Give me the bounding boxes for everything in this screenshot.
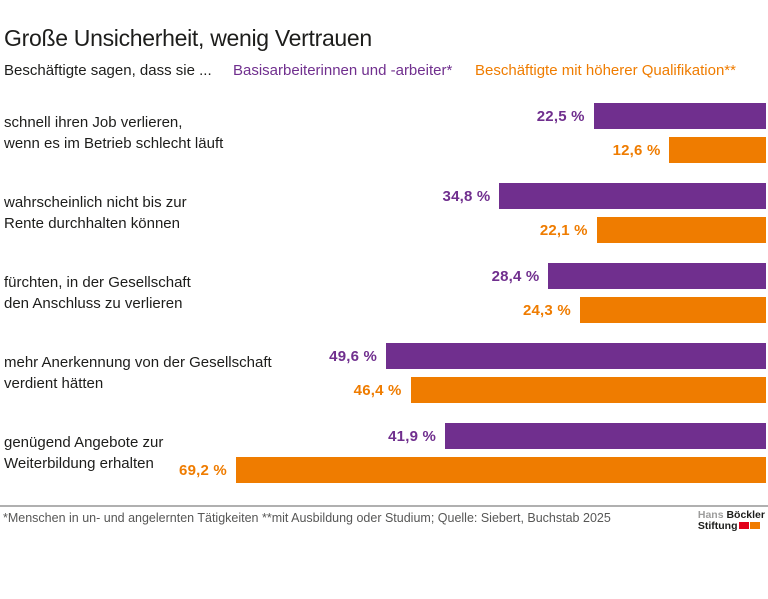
- bar-basisarbeiter: [499, 183, 766, 209]
- chart-group: mehr Anerkennung von der Gesellschaft ver…: [0, 343, 766, 403]
- bar-row-basisarbeiter: 41,9 %: [0, 423, 766, 449]
- chart-subtitle: Beschäftigte sagen, dass sie ...: [4, 62, 212, 79]
- value-label-basisarbeiter: 34,8 %: [442, 187, 491, 205]
- logo-text-boeckler: Böckler: [726, 509, 765, 521]
- value-label-qualifiziert: 24,3 %: [522, 301, 571, 319]
- bar-basisarbeiter: [445, 423, 766, 449]
- footer-divider: [0, 505, 768, 507]
- category-label: wahrscheinlich nicht bis zur Rente durchh…: [4, 194, 187, 232]
- bar-basisarbeiter: [386, 343, 766, 369]
- category-label: mehr Anerkennung von der Gesellschaft ver…: [4, 354, 272, 392]
- page-title: Große Unsicherheit, wenig Vertrauen: [4, 25, 372, 51]
- bar-basisarbeiter: [548, 263, 766, 289]
- chart-group: wahrscheinlich nicht bis zur Rente durchh…: [0, 183, 766, 243]
- bar-basisarbeiter: [593, 103, 766, 129]
- bar-row-qualifiziert: 69,2 %: [0, 457, 766, 483]
- bar-qualifiziert: [235, 457, 766, 483]
- value-label-basisarbeiter: 49,6 %: [329, 347, 378, 365]
- bar-row-basisarbeiter: 28,4 %: [0, 263, 766, 289]
- logo-line-1: Hans Böckler: [698, 510, 765, 521]
- category-label: fürchten, in der Gesellschaft den Anschlu…: [4, 274, 191, 312]
- value-label-qualifiziert: 69,2 %: [179, 461, 227, 479]
- chart-group: genügend Angebote zur Weiterbildung erhal…: [0, 423, 766, 483]
- legend-item-qualifiziert: Beschäftigte mit höherer Qualifikation**: [475, 62, 736, 79]
- logo-red-square-icon: [738, 522, 749, 529]
- bar-row-qualifiziert: 12,6 %: [0, 137, 766, 163]
- chart-group: schnell ihren Job verlieren, wenn es im B…: [0, 103, 766, 163]
- source-footnote: *Menschen in un- und angelernten Tätigke…: [3, 511, 611, 525]
- value-label-qualifiziert: 46,4 %: [353, 381, 402, 399]
- bar-qualifiziert: [579, 297, 766, 323]
- value-label-basisarbeiter: 22,5 %: [536, 107, 585, 125]
- bar-row-qualifiziert: 46,4 %: [0, 377, 766, 403]
- category-label: genügend Angebote zur Weiterbildung erhal…: [4, 434, 164, 472]
- logo-text-hans: Hans: [697, 509, 724, 521]
- chart-group: fürchten, in der Gesellschaft den Anschlu…: [0, 263, 766, 323]
- bar-qualifiziert: [596, 217, 766, 243]
- logo-text-stiftung: Stiftung: [697, 520, 738, 532]
- bar-row-basisarbeiter: 22,5 %: [0, 103, 766, 129]
- value-label-qualifiziert: 22,1 %: [539, 221, 588, 239]
- value-label-basisarbeiter: 41,9 %: [388, 427, 437, 445]
- value-label-basisarbeiter: 28,4 %: [491, 267, 540, 285]
- logo-orange-square-icon: [749, 522, 760, 529]
- bar-row-qualifiziert: 24,3 %: [0, 297, 766, 323]
- bar-chart: schnell ihren Job verlieren, wenn es im B…: [0, 103, 766, 485]
- hans-boeckler-stiftung-logo: Hans Böckler Stiftung: [698, 510, 765, 532]
- bar-qualifiziert: [669, 137, 766, 163]
- logo-line-2: Stiftung: [698, 521, 765, 532]
- bar-row-qualifiziert: 22,1 %: [0, 217, 766, 243]
- bar-row-basisarbeiter: 34,8 %: [0, 183, 766, 209]
- bar-row-basisarbeiter: 49,6 %: [0, 343, 766, 369]
- bar-qualifiziert: [410, 377, 766, 403]
- value-label-qualifiziert: 12,6 %: [612, 141, 661, 159]
- category-label: schnell ihren Job verlieren, wenn es im B…: [4, 114, 224, 152]
- legend-item-basisarbeiter: Basisarbeiterinnen und -arbeiter*: [233, 62, 453, 79]
